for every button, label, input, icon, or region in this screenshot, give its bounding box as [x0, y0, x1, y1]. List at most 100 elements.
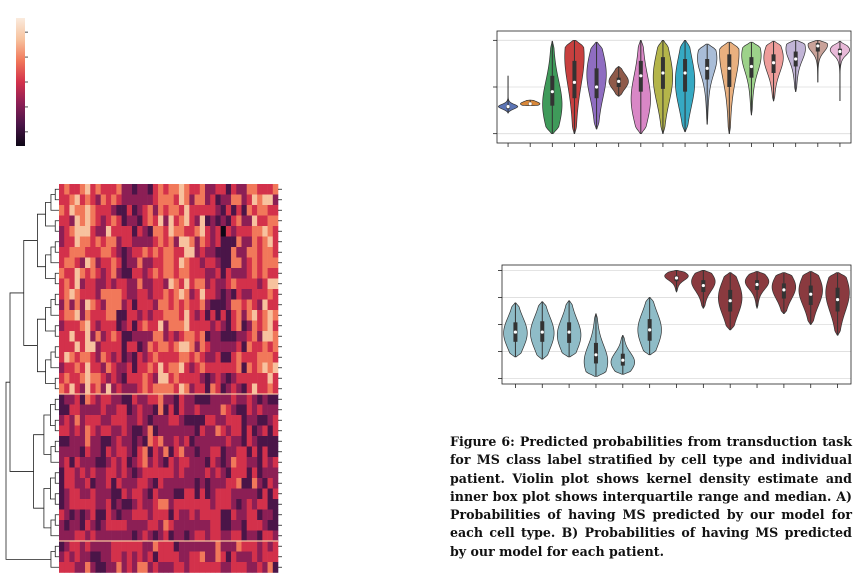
heatmap-cell	[95, 236, 102, 248]
heatmap-cell	[189, 362, 195, 374]
heatmap-cell	[173, 278, 180, 290]
heatmap-cell	[116, 373, 122, 384]
heatmap-cell	[215, 362, 221, 374]
heatmap-cell	[95, 499, 102, 510]
heatmap-cell	[69, 394, 75, 405]
heatmap-cell	[262, 436, 268, 447]
heatmap-cell	[272, 184, 279, 195]
heatmap-cell	[126, 310, 133, 321]
heatmap-cell	[158, 499, 164, 510]
heatmap-cell	[173, 373, 180, 384]
heatmap-cell	[79, 320, 86, 332]
heatmap-cell	[142, 551, 148, 563]
heatmap-cell	[225, 394, 232, 405]
heatmap-cell	[152, 352, 159, 363]
heatmap-cell	[184, 352, 190, 363]
heatmap-cell	[142, 467, 148, 479]
heatmap-cell	[184, 488, 190, 500]
heatmap-cell	[163, 247, 169, 258]
heatmap-cell	[100, 551, 107, 563]
heatmap-cell	[173, 541, 180, 552]
heatmap-cell	[231, 352, 237, 363]
heatmap-cell	[59, 530, 65, 542]
heatmap-cell	[142, 499, 148, 510]
heatmap-cell	[105, 499, 112, 510]
heatmap-cell	[178, 299, 185, 311]
heatmap-cell	[189, 478, 195, 489]
heatmap-cell	[105, 278, 112, 290]
heatmap-cell	[64, 467, 70, 479]
heatmap-cell	[225, 184, 232, 195]
heatmap-cell	[59, 257, 65, 269]
heatmap-cell	[220, 184, 227, 195]
heatmap-cell	[173, 446, 180, 458]
heatmap-cells	[59, 184, 279, 573]
heatmap-cell	[189, 194, 195, 206]
heatmap-cell	[173, 352, 180, 363]
heatmap-cell	[215, 457, 221, 468]
heatmap-cell	[184, 341, 190, 353]
heatmap-cell	[189, 215, 195, 227]
heatmap-cell	[236, 551, 242, 563]
violin-median	[782, 288, 786, 292]
heatmap-cell	[85, 404, 91, 416]
heatmap-cell	[64, 194, 70, 206]
heatmap-cell	[90, 383, 96, 395]
heatmap-cell	[74, 352, 81, 363]
heatmap-cell	[95, 383, 102, 395]
heatmap-cell	[126, 530, 133, 542]
heatmap-cell	[152, 247, 159, 258]
heatmap-cell	[210, 551, 216, 563]
heatmap-cell	[225, 478, 232, 489]
heatmap-cell	[111, 530, 117, 542]
heatmap-cell	[132, 499, 138, 510]
heatmap-cell	[79, 278, 86, 290]
heatmap-cell	[147, 551, 154, 563]
heatmap-cell	[199, 310, 206, 321]
heatmap-cell	[199, 194, 206, 206]
heatmap-cell	[194, 341, 201, 353]
heatmap-cell	[163, 488, 169, 500]
heatmap-cell	[69, 467, 75, 479]
heatmap-cell	[137, 541, 143, 552]
heatmap-cell	[147, 488, 154, 500]
heatmap-cell	[163, 509, 169, 521]
heatmap-cell	[116, 299, 122, 311]
heatmap-cell	[189, 446, 195, 458]
heatmap-cell	[152, 299, 159, 311]
heatmap-cell	[142, 226, 148, 237]
heatmap-cell	[173, 551, 180, 563]
heatmap-cell	[64, 383, 70, 395]
violin-iqr-box	[594, 68, 599, 99]
heatmap-cell	[111, 194, 117, 206]
heatmap-cell	[85, 331, 91, 342]
heatmap-cell	[116, 457, 122, 468]
heatmap-cell	[105, 415, 112, 426]
heatmap-cell	[111, 383, 117, 395]
heatmap-cell	[105, 184, 112, 195]
heatmap-cell	[257, 320, 263, 332]
heatmap-cell	[251, 289, 258, 300]
heatmap-cell	[74, 278, 81, 290]
heatmap-cell	[178, 404, 185, 416]
heatmap-cell	[199, 352, 206, 363]
heatmap-cell	[85, 257, 91, 269]
heatmap-cell	[79, 205, 86, 216]
heatmap-cell	[158, 268, 164, 279]
heatmap-cell	[205, 299, 211, 311]
heatmap-cell	[121, 467, 128, 479]
heatmap-cell	[168, 247, 175, 258]
heatmap-cell	[152, 467, 159, 479]
heatmap-cell	[132, 236, 138, 248]
heatmap-cell	[85, 184, 91, 195]
heatmap-cell	[95, 257, 102, 269]
heatmap-cell	[215, 404, 221, 416]
heatmap-cell	[225, 383, 232, 395]
heatmap-cell	[262, 530, 268, 542]
heatmap-cell	[79, 268, 86, 279]
heatmap-cell	[173, 488, 180, 500]
heatmap-cell	[116, 541, 122, 552]
heatmap-cell	[126, 478, 133, 489]
heatmap-cell	[262, 562, 268, 573]
heatmap-cell	[225, 499, 232, 510]
